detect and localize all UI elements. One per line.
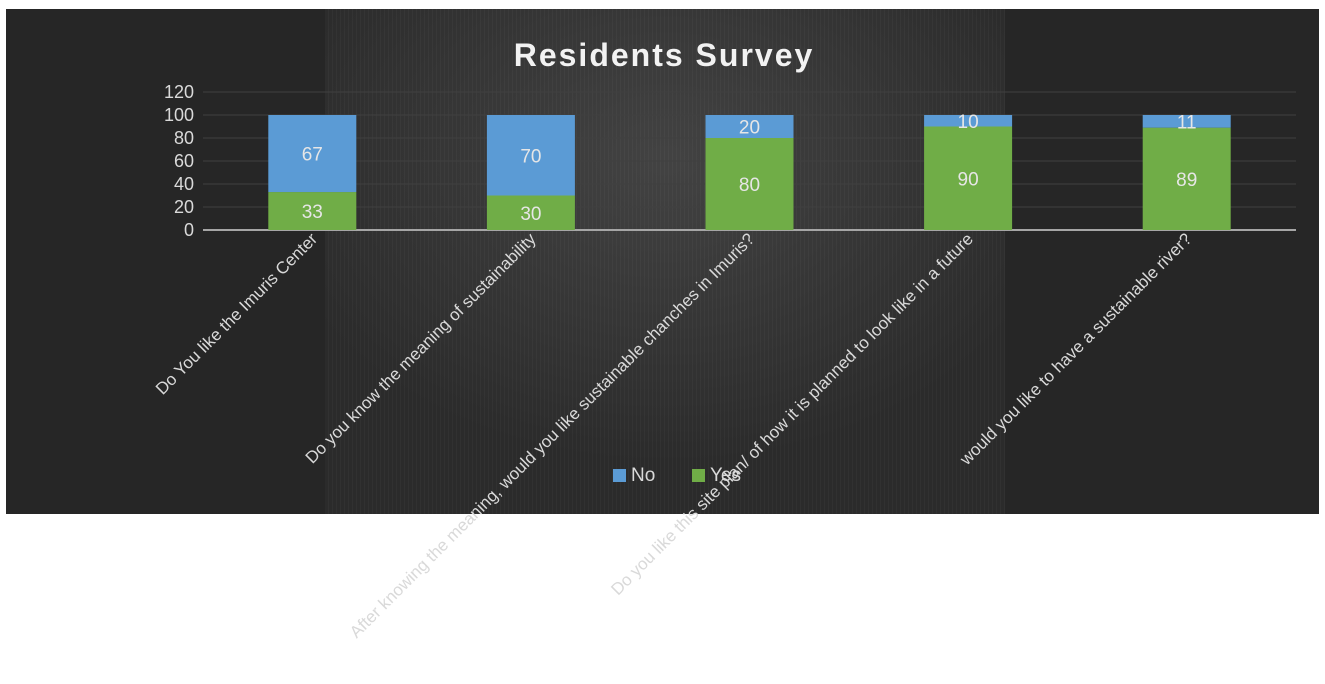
bar-no-3 [705,115,794,138]
data-label-no-3: 20 [739,118,760,139]
data-label-yes-3: 80 [739,175,760,196]
bar-no-4 [924,115,1013,127]
y-tick-label: 40 [174,174,194,194]
chart-background-texture [325,9,1005,514]
y-tick-label: 80 [174,128,194,148]
data-label-no-5: 11 [1177,112,1197,133]
bar-no-5 [1142,115,1231,128]
y-tick-label: 100 [164,105,194,125]
bar-yes-5 [1142,127,1231,230]
y-tick-label: 60 [174,151,194,171]
data-label-yes-4: 90 [958,169,979,190]
data-label-no-2: 70 [520,146,541,167]
y-tick-label: 0 [184,220,194,240]
data-label-yes-5: 89 [1176,170,1197,191]
chart-title: Residents Survey [514,37,815,73]
bar-no-2 [486,115,575,196]
legend: No Yes [613,465,741,486]
legend-label-no: No [631,465,655,486]
legend-swatch-yes [692,469,705,482]
data-labels: 33 67 30 70 80 20 90 10 89 11 [302,112,1198,225]
bar-yes-2 [486,195,575,230]
bar-yes-4 [924,126,1013,230]
bar-no-1 [268,115,357,193]
y-tick-label: 20 [174,197,194,217]
legend-label-yes: Yes [710,465,741,486]
y-tick-label: 120 [164,82,194,102]
legend-swatch-no [613,469,626,482]
bar-yes-3 [705,138,794,230]
data-label-yes-2: 30 [520,204,541,225]
data-label-no-1: 67 [302,145,323,166]
data-label-no-4: 10 [958,112,979,133]
y-axis-ticks: 0 20 40 60 80 100 120 [164,82,194,240]
data-label-yes-1: 33 [302,202,323,223]
bars [268,115,1231,230]
bar-yes-1 [268,192,357,230]
